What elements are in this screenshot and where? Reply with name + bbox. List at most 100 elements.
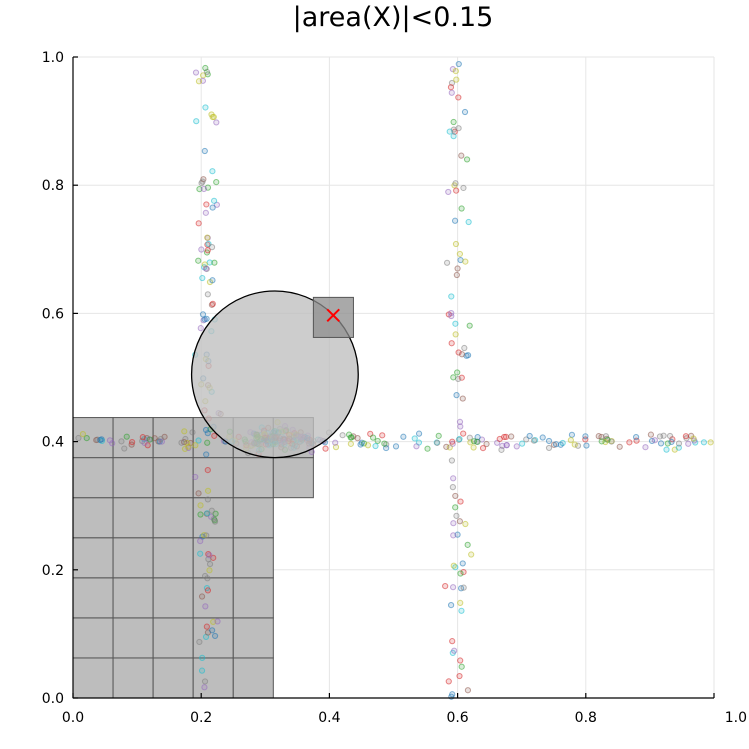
sample-point [178, 439, 185, 446]
sample-point [400, 433, 407, 440]
sample-point [700, 439, 708, 446]
x-tick-label: 0.8 [575, 710, 597, 726]
sample-point [209, 627, 216, 634]
partition-cell [72, 417, 114, 459]
sample-point [595, 433, 602, 440]
sample-point [202, 426, 210, 434]
sample-point [199, 654, 206, 661]
partition-cell [192, 577, 234, 619]
sample-point [663, 446, 670, 453]
sample-point [457, 570, 464, 577]
sample-point [642, 444, 649, 451]
sample-point [508, 433, 515, 440]
sample-point [203, 623, 210, 630]
sample-point [452, 331, 459, 338]
sample-point [198, 667, 206, 674]
sample-point [208, 244, 216, 251]
partition-cell [72, 457, 114, 499]
sample-point [211, 432, 218, 439]
sample-point [424, 445, 431, 452]
sample-point [211, 518, 219, 525]
sample-point [466, 322, 473, 329]
sample-point [379, 432, 386, 439]
sample-point [189, 429, 196, 436]
sample-point [464, 541, 471, 548]
sample-point [204, 587, 212, 594]
sample-point [454, 265, 461, 272]
sample-point [545, 444, 553, 452]
sample-point [583, 442, 590, 449]
sample-point [332, 439, 339, 446]
sample-point [449, 438, 456, 445]
partition-cell [232, 657, 274, 699]
sample-point [460, 569, 467, 576]
grid-lines [72, 56, 715, 699]
sample-point [463, 156, 471, 163]
sample-point [456, 435, 463, 443]
sample-point [557, 441, 564, 448]
sample-point [453, 392, 460, 399]
sample-point [141, 439, 148, 446]
sample-point [202, 64, 209, 72]
sample-point [195, 78, 203, 85]
sample-point [146, 436, 154, 443]
partition-cell [232, 617, 274, 659]
sample-point [322, 445, 329, 452]
sample-point [348, 434, 355, 441]
partition-cell [192, 657, 234, 699]
sample-point [204, 291, 211, 298]
sample-point [199, 178, 206, 185]
sample-point [443, 259, 451, 266]
sample-point [456, 418, 464, 426]
sample-point [571, 441, 578, 448]
sample-point [201, 678, 209, 685]
sample-point [526, 432, 533, 440]
x-tick-label: 0.2 [190, 710, 212, 726]
sample-point [460, 430, 467, 437]
sample-point [690, 435, 697, 442]
partition-cell [232, 537, 274, 579]
partition-cell [152, 657, 194, 699]
partition-cell [112, 577, 154, 619]
sample-point [121, 445, 128, 452]
sample-point [530, 437, 538, 444]
y-tick-label: 0.6 [42, 306, 64, 322]
sample-point [192, 473, 199, 481]
sample-point [479, 445, 487, 452]
sample-point [483, 440, 490, 448]
sample-point [685, 440, 692, 447]
sample-point [381, 440, 388, 447]
x-tick-label: 1.0 [725, 710, 747, 726]
sample-point [445, 678, 452, 685]
sample-point [448, 293, 455, 300]
sample-point [666, 432, 674, 440]
sample-point [450, 118, 457, 126]
sample-point [453, 187, 460, 194]
partition-cell [72, 577, 114, 619]
sample-point [457, 599, 464, 606]
sample-point [632, 434, 640, 441]
partition-cell [72, 657, 114, 699]
sample-point [454, 369, 461, 376]
sample-point [200, 185, 208, 193]
sample-point [209, 277, 216, 284]
sample-point [458, 152, 465, 159]
sample-point [204, 510, 211, 517]
partition-cell [152, 617, 194, 659]
x-tick-label: 0.4 [318, 710, 340, 726]
sample-point [458, 607, 465, 614]
partition-cell [232, 497, 274, 539]
x-tick-labels: 0.0 0.2 0.4 0.6 0.8 1.0 [62, 710, 747, 726]
sample-point [457, 423, 464, 430]
sample-point [452, 320, 459, 327]
sample-point [626, 439, 633, 446]
partition-cell [72, 497, 114, 539]
sample-point [450, 133, 457, 140]
y-tick-label: 0.4 [42, 435, 64, 451]
sample-point [157, 435, 164, 443]
sample-point [468, 551, 475, 558]
sample-point [450, 374, 457, 381]
sample-point [181, 428, 188, 435]
sample-point [195, 257, 202, 264]
